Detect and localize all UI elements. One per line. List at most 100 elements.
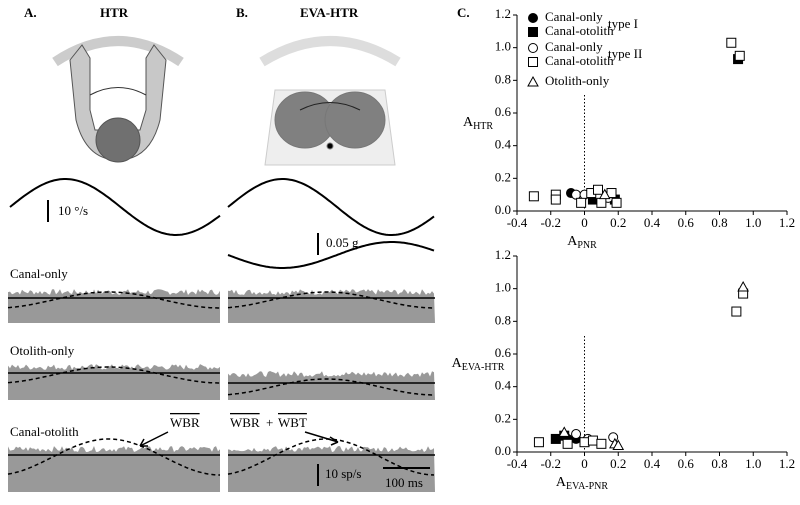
legend-marker [527, 75, 539, 87]
body-diagram-b [259, 36, 401, 166]
y-tick-label: 0.8 [495, 71, 511, 86]
x-axis-label-main: A [556, 475, 567, 490]
marker [731, 306, 742, 317]
marker [550, 433, 561, 444]
x-axis-label: AEVA-PNR [556, 475, 609, 492]
x-tick-label: 0.2 [610, 456, 626, 471]
marker [558, 426, 571, 437]
x-tick-label: 0 [581, 215, 588, 230]
legend-marker [528, 57, 538, 67]
x-tick-label: 1.0 [745, 456, 761, 471]
x-tick-label: 0.2 [610, 215, 626, 230]
marker [611, 197, 622, 208]
marker [598, 188, 611, 200]
marker [562, 438, 573, 449]
y-axis-label-main: A [463, 115, 474, 130]
marker [734, 50, 745, 61]
legend-marker [528, 13, 538, 23]
marker [593, 184, 603, 195]
panel-label: C. [457, 5, 470, 20]
trace [7, 366, 220, 384]
y-tick-label: 1.2 [495, 6, 511, 21]
x-tick-label: -0.4 [507, 215, 528, 230]
histogram [8, 289, 220, 323]
row-label: Canal-only [10, 266, 68, 281]
x-tick-label: -0.2 [540, 215, 561, 230]
scatter-chart: -0.4 -0.2 0 0.2 0.4 0.6 0.8 1.0 1.2 0.0 0.2 0.4 0.6 0… [463, 6, 795, 251]
x-tick-label: 0.8 [711, 215, 727, 230]
body-diagram-a [52, 36, 184, 163]
trace [7, 438, 220, 476]
histogram [8, 446, 220, 492]
y-tick-label: 0.8 [495, 312, 511, 327]
scatter-chart: -0.4 -0.2 0 0.2 0.4 0.6 0.8 1.0 1.2 0.0 0.2 0.4 0.6 0… [452, 247, 795, 492]
marker [726, 37, 737, 48]
legend-label: Otolith-only [545, 73, 610, 88]
x-tick-label: 0.6 [678, 215, 695, 230]
histogram [228, 446, 435, 492]
histogram [228, 371, 435, 400]
x-axis-label-sub: EVA-PNR [566, 481, 608, 492]
x-tick-label: -0.4 [507, 456, 528, 471]
arrow-label: WBR [170, 415, 200, 430]
scale-label: 0.05 g [326, 235, 359, 250]
x-tick-label: 0.8 [711, 456, 727, 471]
arrow [139, 431, 169, 447]
arrow-label: WBT [278, 415, 307, 430]
y-tick-label: 0.4 [495, 137, 512, 152]
trace [9, 178, 221, 236]
marker [571, 189, 582, 200]
y-tick-label: 0.6 [495, 104, 512, 119]
legend-marker [528, 27, 538, 37]
arrow-label: WBR [230, 415, 260, 430]
x-tick-label: 1.2 [779, 456, 795, 471]
legend-label: Canal-otolith [545, 53, 614, 68]
marker [737, 281, 749, 292]
scale-label: 10 °/s [58, 203, 88, 218]
panel-labels: A. HTR B. EVA-HTR C. 10 °/s 0.05 g Canal… [10, 5, 470, 490]
marker [550, 194, 561, 205]
trace [7, 291, 220, 309]
arrow-label: + [266, 415, 273, 430]
panel-title: HTR [100, 5, 129, 20]
row-label: Otolith-only [10, 343, 75, 358]
marker [528, 191, 539, 202]
y-tick-label: 0.2 [495, 169, 511, 184]
marker [579, 437, 590, 448]
trace [227, 241, 435, 269]
panel-title: EVA-HTR [300, 5, 359, 20]
y-tick-label: 0.2 [495, 410, 511, 425]
legend-label: Canal-otolith [545, 23, 614, 38]
histogram [8, 364, 220, 400]
legend-group: type II [608, 46, 642, 61]
traces [7, 178, 435, 492]
x-tick-label: 1.0 [745, 215, 761, 230]
y-tick-label: 1.0 [495, 39, 511, 54]
x-axis-label: APNR [567, 234, 597, 251]
x-axis-label-main: A [567, 234, 578, 249]
marker [596, 197, 607, 208]
x-tick-label: 0 [581, 456, 588, 471]
marker [576, 197, 587, 208]
x-tick-label: -0.2 [540, 456, 561, 471]
legend-marker [528, 43, 538, 53]
scale-label: 100 ms [385, 475, 423, 490]
panel-label: B. [236, 5, 248, 20]
y-tick-label: 0.0 [495, 443, 511, 458]
y-tick-label: 0.6 [495, 345, 512, 360]
trace [227, 438, 435, 476]
x-tick-label: 0.6 [678, 456, 695, 471]
marker [533, 437, 544, 448]
row-label: Canal-otolith [10, 424, 79, 439]
x-tick-label: 1.2 [779, 215, 795, 230]
x-tick-label: 0.4 [644, 456, 661, 471]
y-axis-label: AEVA-HTR [452, 356, 505, 373]
legend-label: Canal-only [545, 39, 603, 54]
y-axis-label-main: A [452, 356, 463, 371]
x-axis-label-sub: PNR [577, 240, 597, 251]
marker [612, 439, 625, 450]
y-axis-label-sub: EVA-HTR [462, 362, 505, 373]
marker [587, 435, 598, 446]
y-tick-label: 1.0 [495, 280, 511, 295]
